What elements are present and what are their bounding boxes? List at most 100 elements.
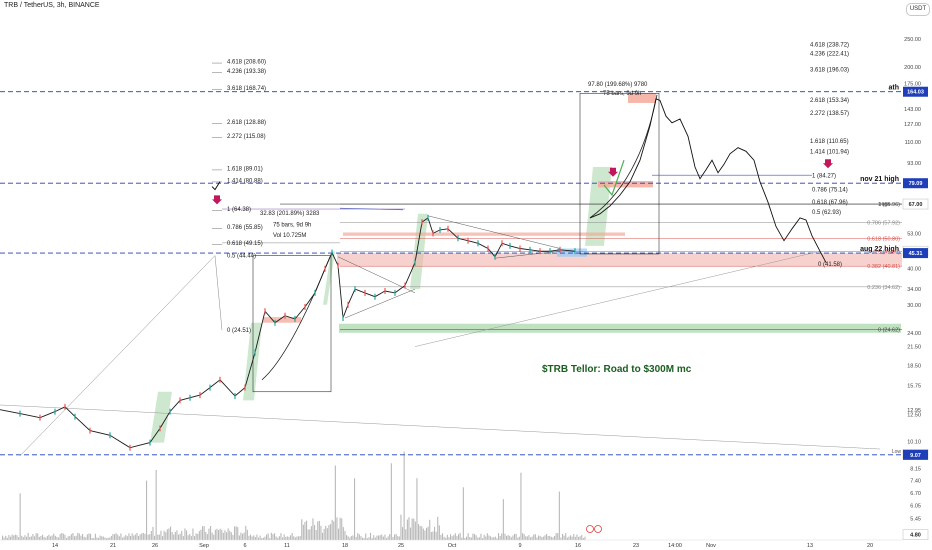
volume-bar (267, 533, 269, 540)
volume-bar (221, 529, 223, 540)
volume-bar (262, 537, 264, 540)
price-label-tag (902, 198, 929, 210)
volume-bar (229, 530, 231, 540)
arrow-left (339, 207, 404, 211)
volume-bar (357, 533, 359, 540)
volume-bar (258, 537, 260, 540)
volume-bar (328, 525, 330, 540)
fib-right-label: 1 (84.27) (812, 173, 836, 179)
volume-bar (211, 532, 213, 540)
volume-bar (446, 534, 448, 540)
measure-box-right (579, 92, 660, 255)
volume-bar (520, 472, 522, 540)
volume-bar (142, 532, 144, 540)
volume-bar (470, 537, 472, 540)
volume-bar (206, 534, 208, 540)
volume-bar (298, 536, 300, 540)
volume-bar (155, 470, 157, 540)
fib-left-label: 1 (64.38) (227, 207, 251, 213)
fib-right-label: 1.414 (101.94) (810, 149, 849, 155)
zone-red-3 (598, 181, 653, 188)
volume-bar (166, 529, 168, 540)
measure-right-1: 97.80 (199.68%) 9780 (588, 82, 648, 88)
volume-bar (187, 535, 189, 540)
volume-bar (363, 538, 365, 540)
level-label-2: aug 22 high (860, 246, 899, 253)
volume-bar (526, 536, 528, 540)
volume-bar (202, 526, 204, 540)
zone-aug22-high (337, 253, 902, 267)
volume-bar (278, 536, 280, 540)
volume-bar (501, 533, 503, 540)
volume-bar (461, 537, 463, 540)
volume-bar (466, 536, 468, 540)
volume-bar (528, 535, 530, 540)
volume-bar (557, 533, 559, 540)
volume-bar (13, 535, 15, 540)
volume-bar (322, 532, 324, 540)
volume-bar (517, 537, 519, 540)
y-tick-label: 12.50 (907, 413, 921, 419)
x-tick-label: 14:00 (668, 543, 682, 549)
x-tick-label: 16 (575, 543, 581, 549)
volume-bar (485, 536, 487, 540)
volume-bar (410, 527, 412, 540)
volume-bar (342, 527, 344, 540)
volume-bar (307, 529, 309, 540)
volume-bar (435, 531, 437, 540)
volume-bar (522, 533, 524, 540)
volume-bar (440, 534, 442, 540)
fib-left-label: 1.414 (80.88) (227, 178, 263, 184)
y-tick-label: 34.00 (907, 287, 921, 293)
volume-bar (309, 529, 311, 540)
volume-bar (174, 531, 176, 540)
volume-bar (400, 514, 402, 540)
volume-bar (242, 533, 244, 540)
volume-bar (534, 534, 536, 540)
fib-mid-label: 0 (24.62) (878, 328, 900, 334)
y-tick-label: 143.00 (904, 107, 921, 113)
fib-left-label: 0.5 (44.44) (227, 254, 256, 260)
volume-bar (498, 533, 500, 540)
zone-red-1 (263, 317, 301, 323)
right-time-badge (585, 524, 605, 534)
volume-bar (54, 535, 56, 540)
volume-bar (197, 533, 199, 540)
fib-right-label: 4.618 (238.72) (810, 43, 849, 49)
volume-bar (320, 525, 322, 540)
volume-bar (552, 537, 554, 540)
volume-bar (531, 536, 533, 540)
volume-bar (224, 530, 226, 540)
volume-bar (317, 521, 319, 540)
volume-bar (98, 537, 100, 540)
volume-bar (45, 537, 47, 540)
volume-bar (32, 534, 34, 540)
volume-bar (2, 535, 4, 540)
volume-bar (173, 534, 175, 540)
volume-bar (411, 518, 413, 540)
currency-badge[interactable]: USDT (906, 3, 930, 16)
volume-bar (525, 536, 527, 540)
volume-bar (512, 535, 514, 540)
volume-bar (331, 519, 333, 540)
currency-label: USDT (909, 6, 927, 12)
green-zigzag (603, 160, 625, 197)
volume-bar (200, 529, 202, 540)
volume-bar (171, 532, 173, 540)
volume-bar (240, 532, 242, 540)
volume-bar (72, 533, 74, 540)
volume-bar (138, 536, 140, 540)
volume-bar (418, 524, 420, 540)
volume-bar (8, 535, 10, 540)
volume-bar (182, 536, 184, 540)
price-label-tag (903, 449, 928, 460)
volume-bar (378, 535, 380, 540)
volume-bar (541, 537, 543, 540)
volume-bar (6, 537, 8, 540)
volume-bar (237, 527, 239, 540)
volume-bar (270, 532, 272, 540)
x-tick-label: Oct (448, 543, 457, 549)
volume-bar (53, 533, 55, 540)
volume-bar (94, 533, 96, 540)
